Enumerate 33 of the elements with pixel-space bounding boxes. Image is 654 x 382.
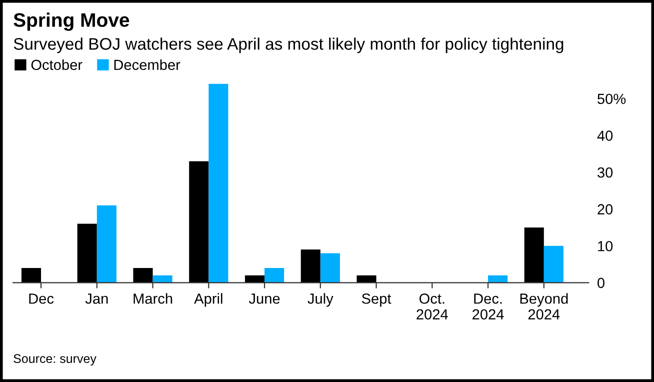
bar	[264, 268, 284, 283]
y-tick-label: 40	[597, 130, 613, 141]
bar	[356, 275, 376, 283]
x-tick-label: March	[134, 293, 172, 304]
x-tick-label: Jan	[85, 294, 108, 304]
bar	[77, 224, 97, 283]
bar	[96, 205, 116, 283]
y-tick-label: 10	[598, 240, 613, 252]
bar	[300, 250, 320, 283]
x-tick-label: Oct. 2024	[416, 293, 448, 320]
legend-label: October	[31, 59, 82, 70]
chart-subtitle: Surveyed BOJ watchers see April as most likely month for policy tightening	[14, 38, 564, 54]
chart-title: Spring Move	[14, 12, 130, 31]
y-tick-label: 0	[598, 278, 604, 288]
x-tick-label: Dec. 2024	[472, 294, 504, 320]
y-tick-label: 50%	[598, 94, 626, 104]
bar	[208, 84, 228, 283]
bar	[189, 161, 209, 283]
bar	[524, 227, 544, 283]
bar	[544, 246, 564, 283]
legend-label: December	[114, 59, 180, 70]
x-tick-label: Dec	[29, 294, 54, 304]
y-tick-label: 30	[597, 167, 613, 178]
bar	[21, 268, 42, 283]
x-tick-label: June	[248, 294, 280, 304]
bar	[133, 268, 153, 283]
x-tick-label: April	[194, 293, 222, 307]
source-note: Source: survey	[14, 354, 96, 366]
x-tick-label: July	[308, 293, 334, 307]
x-tick-label: Beyond 2024	[520, 293, 568, 320]
y-tick-label: 20	[598, 204, 613, 214]
x-tick-label: Sept	[362, 293, 392, 307]
bar	[320, 253, 340, 283]
